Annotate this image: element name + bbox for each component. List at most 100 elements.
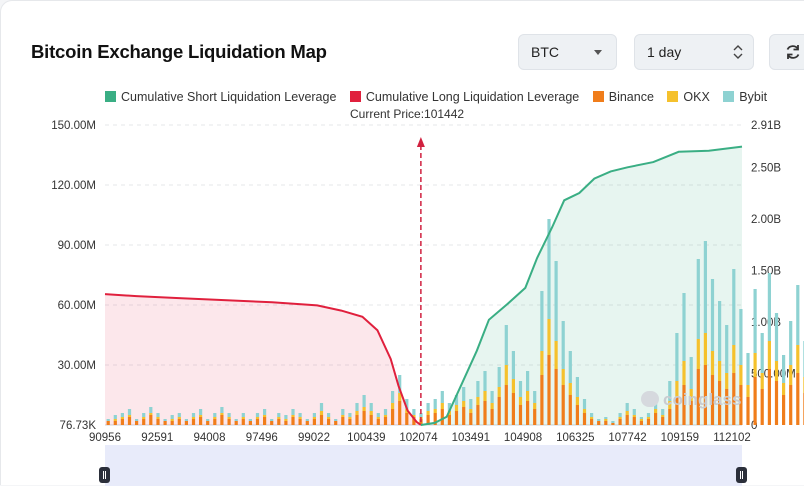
- bar-okx: [355, 411, 359, 415]
- legend-label: Binance: [608, 90, 654, 104]
- bar-okx: [518, 397, 523, 405]
- bar-bybit: [646, 413, 651, 417]
- bar-okx: [440, 403, 444, 409]
- bar-bybit: [135, 419, 139, 421]
- bar-okx: [227, 417, 231, 419]
- bar-bybit: [391, 391, 395, 403]
- bar-binance: [341, 417, 345, 425]
- bar-okx: [156, 417, 160, 419]
- bar-binance: [753, 377, 757, 425]
- legend-label: Cumulative Long Liquidation Leverage: [365, 90, 580, 104]
- bar-okx: [327, 417, 331, 419]
- bar-bybit: [199, 409, 203, 415]
- bar-binance: [547, 355, 551, 425]
- bar-bybit: [213, 413, 217, 417]
- bar-bybit: [462, 387, 466, 401]
- legend-item-binance[interactable]: Binance: [592, 90, 654, 104]
- bar-binance: [305, 421, 309, 425]
- slider-handle-right[interactable]: [736, 467, 747, 483]
- bar-bybit: [355, 403, 359, 411]
- bar-okx: [199, 415, 203, 417]
- legend-item-okx[interactable]: OKX: [667, 90, 710, 104]
- bar-okx: [127, 415, 132, 417]
- bar-okx: [383, 415, 388, 417]
- bar-binance: [362, 411, 366, 425]
- bar-binance: [703, 365, 707, 425]
- legend-swatch: [105, 91, 116, 102]
- bar-bybit: [241, 413, 245, 417]
- bar-bybit: [497, 367, 501, 387]
- bar-binance: [213, 419, 217, 425]
- bar-binance: [426, 415, 430, 425]
- slider-handle-left[interactable]: [99, 467, 110, 483]
- bar-okx: [689, 389, 693, 401]
- range-slider[interactable]: [105, 445, 742, 486]
- bar-okx: [170, 419, 174, 421]
- x-tick-label: 92591: [141, 432, 173, 444]
- long-area: [105, 294, 421, 425]
- bar-bybit: [575, 377, 579, 397]
- bar-bybit: [718, 301, 722, 361]
- bar-bybit: [753, 289, 757, 353]
- bar-binance: [440, 409, 444, 425]
- legend-item-bybit[interactable]: Bybit: [723, 90, 767, 104]
- bar-bybit: [319, 403, 324, 411]
- bar-okx: [725, 373, 729, 389]
- bar-okx: [540, 351, 544, 375]
- bar-bybit: [433, 399, 437, 409]
- bar-bybit: [234, 419, 238, 421]
- y-right-tick-label: 2.00B: [751, 214, 781, 226]
- bar-binance: [597, 421, 601, 425]
- bar-okx: [454, 405, 459, 411]
- bar-bybit: [639, 417, 643, 419]
- liquidation-chart: 76.73K 30.00M 60.00M 90.00M 120.00M 150.00M 0 5…: [51, 120, 804, 444]
- bar-bybit: [405, 399, 409, 409]
- bar-binance: [483, 401, 487, 425]
- bar-bybit: [170, 415, 174, 419]
- symbol-select[interactable]: BTC: [518, 34, 617, 70]
- bar-binance: [376, 419, 380, 425]
- x-tick-label: 102074: [399, 432, 438, 444]
- chart-legend: Cumulative Short Liquidation Leverage Cu…: [105, 90, 777, 104]
- bar-binance: [625, 415, 629, 425]
- bar-binance: [191, 419, 196, 425]
- bar-okx: [632, 415, 636, 417]
- bar-bybit: [725, 325, 729, 373]
- bar-bybit: [668, 381, 672, 401]
- legend-item-short[interactable]: Cumulative Short Liquidation Leverage: [105, 90, 336, 104]
- bar-binance: [454, 411, 459, 425]
- bar-bybit: [739, 309, 743, 365]
- bar-binance: [277, 419, 281, 425]
- refresh-button[interactable]: [769, 34, 804, 70]
- bar-binance: [149, 415, 153, 425]
- x-tick-label: 90956: [89, 432, 121, 444]
- bar-bybit: [732, 269, 736, 345]
- bar-okx: [177, 417, 181, 419]
- bar-binance: [518, 405, 523, 425]
- legend-label: Cumulative Short Liquidation Leverage: [121, 90, 337, 104]
- bar-bybit: [561, 321, 565, 369]
- bar-bybit: [305, 419, 309, 421]
- legend-item-long[interactable]: Cumulative Long Liquidation Leverage: [349, 90, 580, 104]
- x-tick-label: 109159: [661, 432, 699, 444]
- bar-bybit: [490, 391, 494, 403]
- range-select[interactable]: 1 day: [634, 34, 754, 70]
- bar-bybit: [767, 273, 771, 341]
- bar-okx: [433, 409, 437, 413]
- bar-bybit: [568, 351, 572, 383]
- x-tick-label: 97496: [246, 432, 278, 444]
- coinglass-watermark: coinglass: [641, 390, 741, 410]
- updown-chevron-icon: [733, 45, 743, 59]
- bar-binance: [127, 417, 132, 425]
- bar-binance: [675, 397, 679, 425]
- bar-bybit: [661, 409, 665, 415]
- bar-binance: [383, 417, 388, 425]
- bar-bybit: [334, 419, 338, 421]
- bar-binance: [319, 415, 324, 425]
- bar-okx: [718, 361, 722, 381]
- bar-okx: [739, 365, 743, 385]
- bar-okx: [760, 373, 764, 389]
- bar-binance: [732, 373, 736, 425]
- bar-bybit: [533, 391, 537, 403]
- bar-bybit: [611, 421, 615, 423]
